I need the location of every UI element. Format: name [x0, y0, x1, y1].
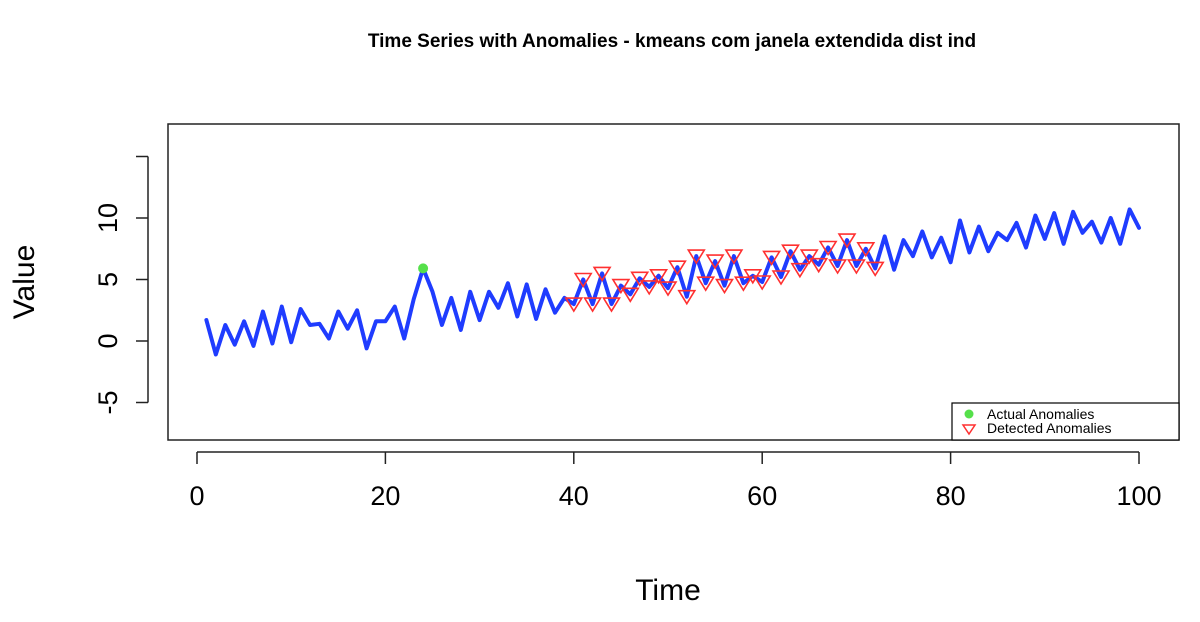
- legend-detected-triangle: [961, 424, 977, 436]
- detected-anomaly-marker: [715, 278, 734, 295]
- actual-anomaly-marker: [418, 263, 429, 274]
- plot-area: [167, 123, 1180, 441]
- x-tick-label: 100: [1116, 481, 1161, 511]
- legend-actual-label: Actual Anomalies: [987, 406, 1094, 422]
- detected-anomaly-marker: [583, 297, 603, 313]
- series-layer: [204, 207, 1141, 357]
- legend-box: [951, 402, 1180, 441]
- detected-anomaly-marker: [856, 242, 876, 258]
- actual-anomalies-layer: [418, 263, 429, 274]
- detected-anomaly-marker: [846, 259, 866, 275]
- detected-anomaly-marker: [809, 257, 829, 274]
- detected-anomaly-marker: [828, 259, 848, 275]
- detected-anomaly-marker: [564, 297, 584, 313]
- x-tick-label: 0: [189, 481, 204, 511]
- detected-anomaly-marker: [658, 281, 678, 297]
- y-tick-label: 0: [93, 333, 123, 348]
- detected-anomaly-marker: [602, 297, 621, 313]
- chart-title: Time Series with Anomalies - kmeans com …: [368, 31, 976, 52]
- detected-anomaly-marker: [837, 233, 857, 249]
- y-tick-label: 10: [93, 203, 123, 233]
- detected-anomaly-marker: [752, 275, 772, 291]
- x-axis-label: Time: [635, 574, 701, 607]
- detected-anomaly-marker: [677, 289, 697, 306]
- detected-anomaly-marker: [592, 266, 612, 282]
- legend-detected-label: Detected Anomalies: [987, 420, 1112, 436]
- plot-frame: [167, 123, 1180, 441]
- detected-anomaly-marker: [630, 271, 650, 287]
- legend: Actual Anomalies Detected Anomalies: [951, 402, 1180, 441]
- x-tick-label: 60: [747, 481, 777, 511]
- detected-anomaly-marker: [620, 287, 640, 303]
- detected-anomaly-marker: [818, 240, 838, 257]
- detected-anomalies-layer: [564, 233, 885, 313]
- x-axis: 0 20 40 60 80 100: [189, 451, 1162, 511]
- x-tick-label: 80: [936, 481, 966, 511]
- legend-actual-dot: [964, 409, 974, 419]
- y-tick-label: 5: [93, 272, 123, 287]
- detected-anomaly-marker: [611, 278, 631, 295]
- y-axis-label: Value: [8, 245, 41, 320]
- detected-anomaly-marker: [771, 270, 791, 286]
- detected-anomaly-marker: [724, 249, 744, 265]
- x-tick-label: 20: [370, 481, 400, 511]
- x-tick-label: 40: [559, 481, 589, 511]
- detected-anomaly-marker: [799, 249, 819, 265]
- detected-anomaly-marker: [781, 244, 800, 260]
- y-axis: -5 0 5 10: [93, 155, 149, 415]
- series-line: [204, 207, 1141, 357]
- detected-anomaly-marker: [790, 262, 810, 279]
- detected-anomaly-marker: [573, 272, 593, 289]
- detected-anomaly-marker: [649, 269, 669, 285]
- detected-anomaly-marker: [696, 276, 716, 292]
- y-tick-label: -5: [93, 390, 123, 414]
- detected-anomaly-marker: [667, 260, 687, 276]
- detected-anomaly-marker: [705, 254, 725, 270]
- detected-anomaly-marker: [762, 250, 782, 266]
- detected-anomaly-marker: [733, 276, 753, 292]
- detected-anomaly-marker: [865, 261, 885, 277]
- detected-anomaly-marker: [639, 280, 659, 296]
- detected-anomaly-marker: [686, 249, 706, 265]
